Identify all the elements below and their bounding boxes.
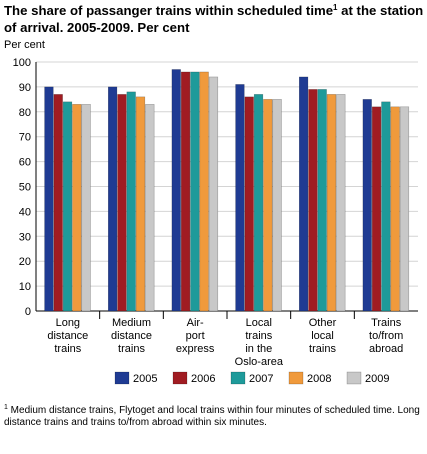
x-category-label: Medium <box>112 317 151 329</box>
bar-2008 <box>390 106 400 312</box>
legend-swatch-2008 <box>288 371 304 385</box>
y-tick-label: 40 <box>19 206 31 218</box>
y-tick-label: 100 <box>13 57 31 69</box>
title-footnote-mark: 1 <box>333 3 338 12</box>
bar-2007 <box>190 71 200 312</box>
bar-2008 <box>72 104 82 312</box>
bar-2006 <box>371 106 382 312</box>
bar-2008 <box>135 96 146 312</box>
x-category-label: trains <box>245 330 272 342</box>
x-category-label: Oslo-area <box>235 356 284 368</box>
legend-label: 2006 <box>191 373 215 385</box>
legend-swatch-2005 <box>114 371 130 385</box>
bar-2009 <box>208 76 219 312</box>
x-category-label: port <box>186 330 205 342</box>
bar-2007 <box>317 89 327 312</box>
y-tick-label: 80 <box>19 107 31 119</box>
x-category-label: Local <box>246 317 272 329</box>
x-category-label: trains <box>118 343 145 355</box>
bar-2006 <box>117 94 127 312</box>
chart-title: The share of passanger trains within sch… <box>4 2 424 36</box>
legend-label: 2009 <box>365 373 389 385</box>
legend-label: 2008 <box>307 373 331 385</box>
bar-2007 <box>381 101 391 312</box>
bar-2005 <box>171 69 181 312</box>
x-category-label: local <box>311 330 334 342</box>
bar-2007 <box>62 101 73 312</box>
footnote: 1 Medium distance trains, Flytoget and l… <box>4 404 424 429</box>
x-category-label: Other <box>309 317 337 329</box>
y-tick-label: 90 <box>19 82 31 94</box>
bar-2009 <box>399 106 410 312</box>
bar-2005 <box>299 76 309 312</box>
y-tick-label: 70 <box>19 132 31 144</box>
bar-2005 <box>108 86 118 312</box>
y-tick-label: 20 <box>19 256 31 268</box>
bar-2006 <box>244 96 254 312</box>
bar-2008 <box>199 71 209 312</box>
legend-swatch-2007 <box>230 371 246 385</box>
bar-chart: 0102030405060708090100Longdistancetrains… <box>13 57 418 385</box>
legend-swatch-2009 <box>346 371 362 385</box>
bar-2006 <box>180 71 191 312</box>
bar-2005 <box>44 86 54 312</box>
legend-swatch-2006 <box>172 371 188 385</box>
y-tick-label: 30 <box>19 231 31 243</box>
bar-2005 <box>235 84 245 312</box>
bar-2006 <box>53 94 63 312</box>
x-category-label: in the <box>245 343 272 355</box>
bar-2005 <box>362 99 372 312</box>
x-category-label: trains <box>309 343 336 355</box>
bar-2009 <box>145 104 155 312</box>
x-category-label: express <box>176 343 215 355</box>
bar-2009 <box>81 104 91 312</box>
title-text-rest: at the station of arrival. 2005-2009. Pe… <box>4 3 424 35</box>
y-tick-label: 60 <box>19 157 31 169</box>
legend-label: 2007 <box>249 373 273 385</box>
x-category-label: distance <box>111 330 152 342</box>
y-tick-label: 0 <box>25 306 31 318</box>
footnote-text: Medium distance trains, Flytoget and loc… <box>4 405 420 428</box>
bar-2006 <box>308 89 318 312</box>
x-category-label: distance <box>47 330 88 342</box>
legend-label: 2005 <box>133 373 157 385</box>
title-text: The share of passanger trains within sch… <box>4 3 334 18</box>
bar-2008 <box>326 94 337 312</box>
x-category-label: trains <box>54 343 81 355</box>
x-category-label: abroad <box>369 343 403 355</box>
bar-2008 <box>263 99 273 312</box>
y-tick-label: 10 <box>19 281 31 293</box>
x-category-label: Air- <box>187 317 204 329</box>
x-category-label: to/from <box>369 330 403 342</box>
x-category-label: Trains <box>371 317 402 329</box>
y-axis-unit-label: Per cent <box>4 39 45 51</box>
x-category-label: Long <box>56 317 80 329</box>
bar-2007 <box>126 91 136 312</box>
bar-2009 <box>336 94 346 312</box>
y-tick-label: 50 <box>19 182 31 194</box>
bar-2009 <box>272 99 282 312</box>
bar-2007 <box>253 94 264 312</box>
footnote-mark: 1 <box>4 404 8 411</box>
